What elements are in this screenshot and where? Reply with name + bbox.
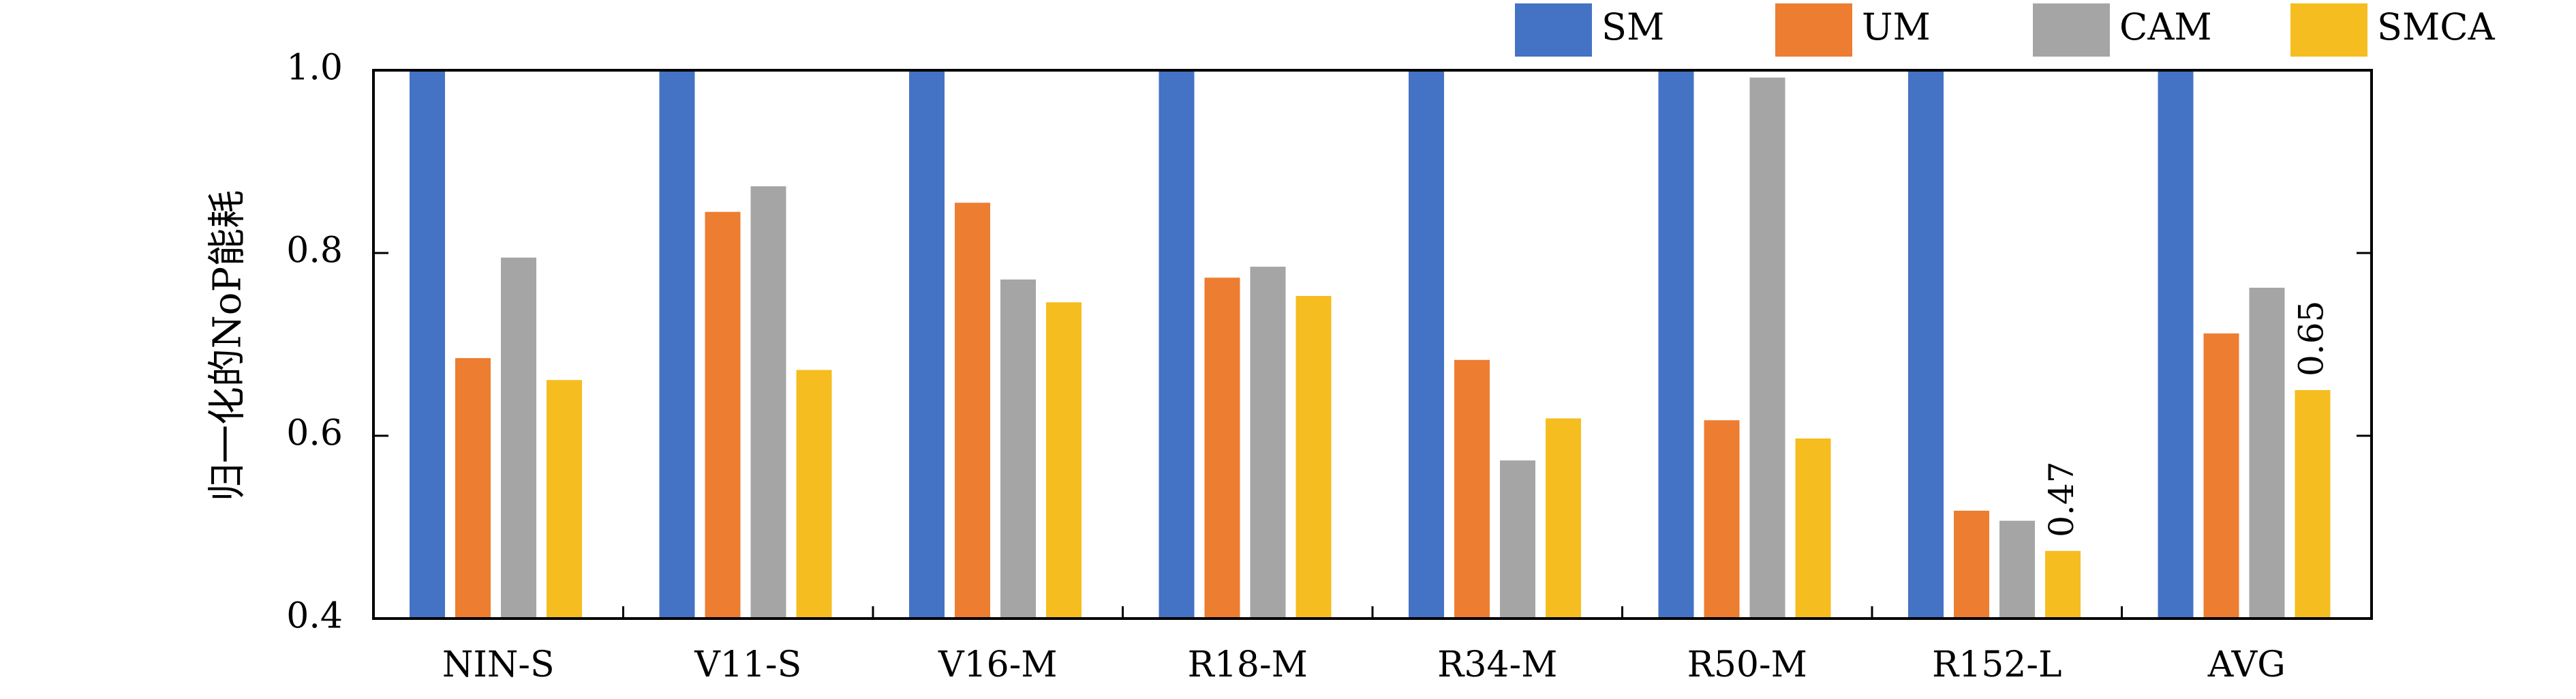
bar-sm-r34-m bbox=[1409, 70, 1444, 619]
legend-label-sm: SM bbox=[1601, 5, 1664, 48]
x-tick-label: V11-S bbox=[694, 644, 801, 685]
x-axis: NIN-S V11-S V16-M R18-M R34-M R50-M R152-L AVG bbox=[442, 606, 2286, 685]
legend-label-um: UM bbox=[1862, 5, 1931, 48]
bar-smca-r152-l bbox=[2045, 550, 2081, 619]
bar-sm-r152-l bbox=[1908, 70, 1944, 619]
bar-smca-v11-s bbox=[796, 370, 832, 619]
bar-smca-v16-m bbox=[1046, 302, 1082, 619]
y-tick-label: 1.0 bbox=[286, 48, 343, 89]
bar-sm-r50-m bbox=[1658, 70, 1694, 619]
bar-um-r50-m bbox=[1704, 420, 1740, 619]
legend-label-smca: SMCA bbox=[2377, 5, 2496, 48]
bar-cam-v16-m bbox=[1000, 279, 1036, 619]
bar-um-r152-l bbox=[1954, 510, 1989, 619]
bar-cam-r18-m bbox=[1250, 267, 1286, 619]
bar-sm-v16-m bbox=[909, 70, 945, 619]
bar-cam-r34-m bbox=[1500, 460, 1535, 619]
bar-um-v11-s bbox=[705, 211, 741, 619]
bar-um-r34-m bbox=[1454, 359, 1490, 619]
bar-sm-r18-m bbox=[1159, 70, 1195, 619]
chart-annotations: 0.47 0.65 bbox=[2042, 301, 2331, 537]
bar-cam-r152-l bbox=[1999, 520, 2035, 619]
x-tick-label: NIN-S bbox=[442, 644, 555, 685]
data-label-r152-l: 0.47 bbox=[2042, 462, 2081, 537]
bar-sm-avg bbox=[2158, 70, 2194, 619]
bar-smca-r18-m bbox=[1295, 295, 1332, 619]
bar-smca-r34-m bbox=[1546, 418, 1581, 619]
y-tick-label: 0.4 bbox=[286, 596, 343, 637]
bar-cam-r50-m bbox=[1749, 77, 1785, 619]
y-tick-label: 0.6 bbox=[286, 413, 343, 454]
y-tick-label: 0.8 bbox=[286, 230, 343, 271]
x-tick-label: R18-M bbox=[1188, 644, 1308, 685]
bar-cam-nin-s bbox=[501, 257, 536, 619]
legend-swatch-um bbox=[1775, 3, 1852, 57]
x-tick-label: R34-M bbox=[1437, 644, 1557, 685]
legend-swatch-cam bbox=[2033, 3, 2110, 57]
x-tick-label: R152-L bbox=[1932, 644, 2062, 685]
bar-cam-v11-s bbox=[750, 186, 786, 619]
x-tick-label: V16-M bbox=[938, 644, 1058, 685]
chart-legend: SM UM CAM SMCA bbox=[1515, 3, 2496, 57]
data-label-avg: 0.65 bbox=[2292, 301, 2331, 376]
bar-sm-v11-s bbox=[659, 70, 695, 619]
bar-cam-avg bbox=[2249, 287, 2285, 619]
bar-smca-r50-m bbox=[1795, 438, 1831, 619]
bar-um-r18-m bbox=[1204, 278, 1240, 619]
bar-um-v16-m bbox=[955, 203, 990, 619]
bar-um-avg bbox=[2203, 333, 2239, 619]
legend-label-cam: CAM bbox=[2119, 5, 2212, 48]
bar-um-nin-s bbox=[455, 358, 491, 619]
x-tick-label: AVG bbox=[2207, 644, 2286, 685]
x-tick-label: R50-M bbox=[1687, 644, 1807, 685]
bar-smca-avg bbox=[2295, 390, 2331, 619]
chart-bars bbox=[410, 70, 2331, 619]
legend-swatch-smca bbox=[2290, 3, 2367, 57]
bar-sm-nin-s bbox=[410, 70, 445, 619]
y-axis-title: 归一化的NoP能耗 bbox=[206, 190, 250, 501]
legend-swatch-sm bbox=[1515, 3, 1592, 57]
y-axis: 0.4 0.6 0.8 1.0 bbox=[286, 48, 2372, 637]
bar-smca-nin-s bbox=[547, 380, 582, 619]
